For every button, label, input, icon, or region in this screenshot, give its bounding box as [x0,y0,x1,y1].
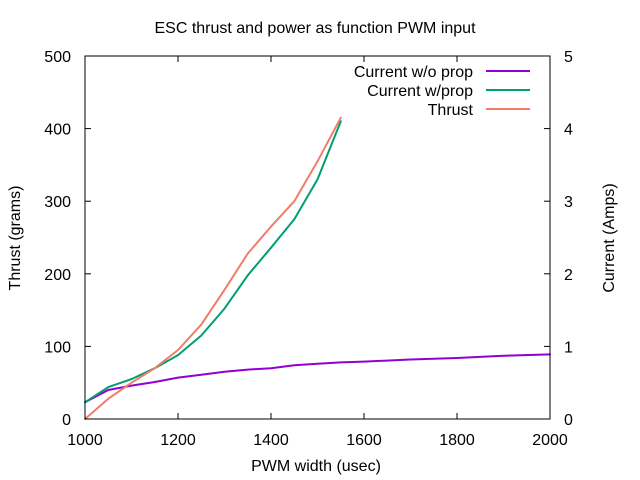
y2-tick-label: 4 [564,122,573,139]
y-tick-label: 500 [44,49,71,66]
y2-tick-label: 0 [564,412,573,429]
y2-axis-title: Current (Amps) [601,183,618,292]
chart-title: ESC thrust and power as function PWM inp… [154,20,476,37]
y-tick-label: 0 [62,412,71,429]
legend-label: Thrust [428,102,474,119]
x-axis-title: PWM width (usec) [251,458,381,475]
x-tick-label: 2000 [532,432,568,449]
y2-tick-label: 5 [564,49,573,66]
y-axis-title: Thrust (grams) [7,186,24,291]
legend-label: Current w/o prop [354,64,473,81]
y-tick-label: 200 [44,267,71,284]
series-line-thrust [84,116,342,420]
x-tick-label: 1800 [439,432,475,449]
plot-frame [84,55,551,420]
legend: Current w/o prop Current w/prop Thrust [354,64,530,119]
ticks-layer: 1000 1200 1400 1600 1800 2000 0 100 200 300 400 500… [44,49,573,449]
y2-tick-label: 3 [564,194,573,211]
y-tick-label: 300 [44,194,71,211]
legend-label: Current w/prop [367,83,473,100]
y2-tick-label: 1 [564,339,573,356]
x-tick-label: 1200 [160,432,196,449]
y-tick-label: 100 [44,339,71,356]
x-tick-label: 1000 [67,432,103,449]
x-tick-label: 1600 [346,432,382,449]
series-line-current-w-o-prop [84,353,551,404]
y2-tick-label: 2 [564,267,573,284]
y-tick-label: 400 [44,122,71,139]
series-line-current-w-prop [84,120,342,404]
plot-area [84,116,551,420]
x-tick-label: 1400 [253,432,289,449]
